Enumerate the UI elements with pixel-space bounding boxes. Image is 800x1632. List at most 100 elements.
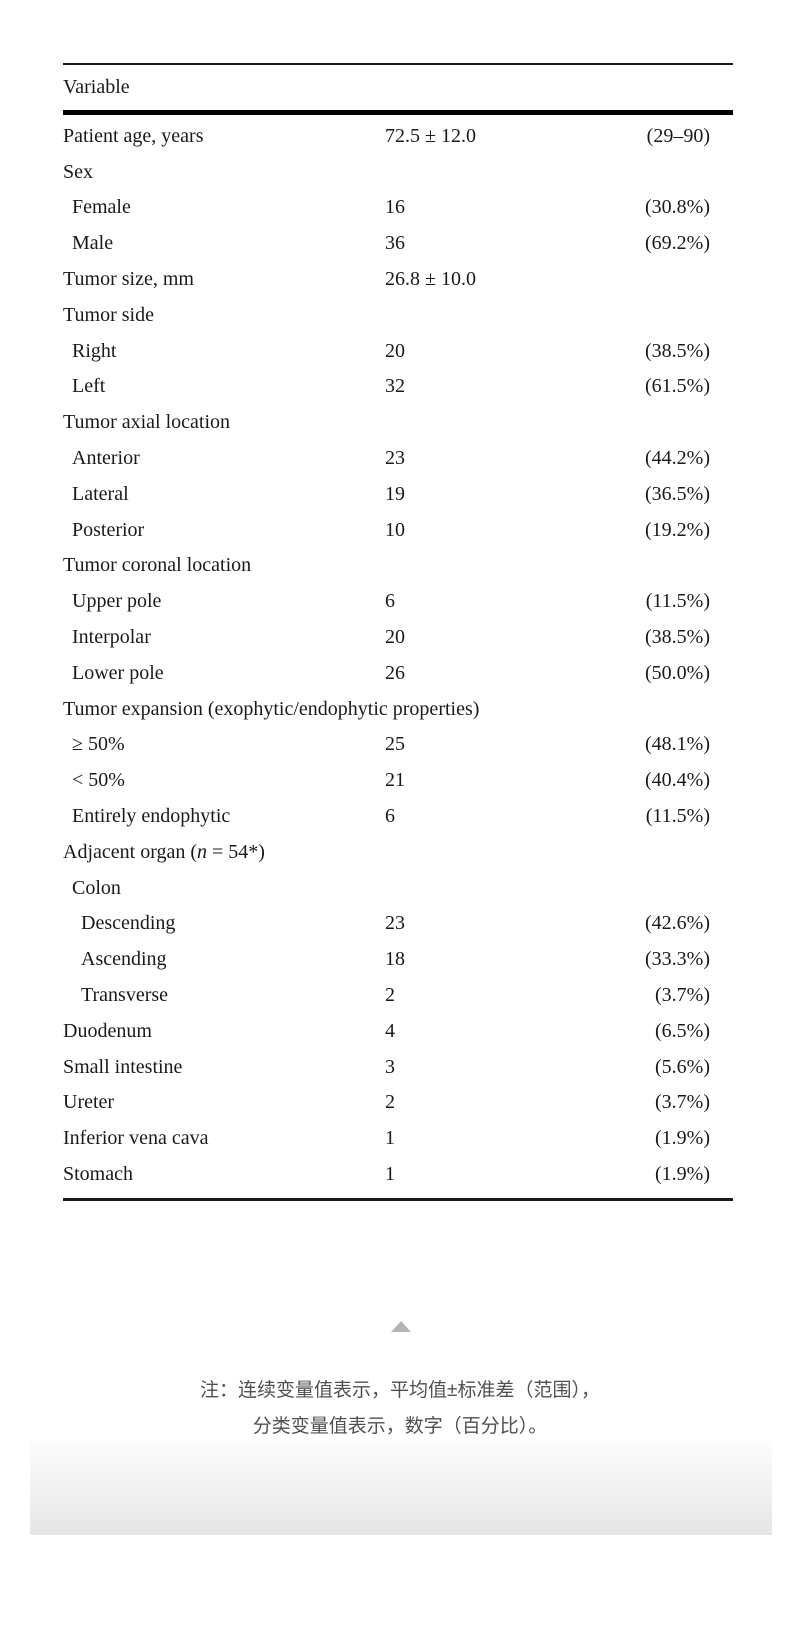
- table-row: Adjacent organ (n = 54*): [63, 834, 733, 870]
- table-row: Descending 23 (42.6%): [63, 906, 733, 942]
- row-label: Entirely endophytic: [72, 805, 231, 828]
- table-row: Female 16 (30.8%): [63, 190, 733, 226]
- row-value: 23: [385, 912, 405, 935]
- row-label: Female: [72, 196, 131, 219]
- row-value: 25: [385, 733, 405, 756]
- row-label: Interpolar: [72, 626, 151, 649]
- row-label: Tumor expansion (exophytic/endophytic pr…: [63, 697, 480, 720]
- row-percent: (19.2%): [645, 518, 710, 541]
- row-label: Stomach: [63, 1163, 133, 1185]
- row-percent: (69.2%): [645, 232, 710, 255]
- table-row: Interpolar 20 (38.5%): [63, 620, 733, 656]
- row-value: 36: [385, 232, 405, 255]
- row-label: Lower pole: [72, 661, 164, 684]
- row-value: 32: [385, 375, 405, 398]
- table-row: Sex: [63, 154, 733, 190]
- row-label: Patient age, years: [63, 124, 204, 147]
- table-row: Tumor side: [63, 297, 733, 333]
- row-value: 72.5 ± 12.0: [385, 124, 476, 147]
- table-row: Stomach 1 (1.9%): [63, 1157, 733, 1193]
- row-value: 21: [385, 769, 405, 792]
- row-percent: (11.5%): [645, 590, 710, 613]
- row-label: Lateral: [72, 482, 129, 505]
- row-label: Inferior vena cava: [63, 1127, 209, 1150]
- row-value: 1: [385, 1163, 395, 1185]
- row-label: Sex: [63, 160, 93, 183]
- row-percent: (11.5%): [645, 805, 710, 828]
- row-value: 2: [385, 984, 395, 1007]
- row-value: 10: [385, 518, 405, 541]
- row-label: Left: [72, 375, 106, 398]
- table-row: Entirely endophytic 6 (11.5%): [63, 799, 733, 835]
- row-label: Tumor axial location: [63, 411, 231, 434]
- row-percent: (6.5%): [655, 1019, 710, 1042]
- table-row: Lateral 19 (36.5%): [63, 476, 733, 512]
- row-percent: (5.6%): [655, 1055, 710, 1078]
- row-value: 26: [385, 661, 405, 684]
- row-value: 6: [385, 590, 395, 613]
- row-value: 2: [385, 1091, 395, 1114]
- table-row: Tumor expansion (exophytic/endophytic pr…: [63, 691, 733, 727]
- row-value: 26.8 ± 10.0: [385, 268, 476, 291]
- table-row: Ascending 18 (33.3%): [63, 942, 733, 978]
- row-label: Descending: [81, 912, 176, 935]
- row-percent: (33.3%): [645, 948, 710, 971]
- row-label: Tumor side: [63, 303, 154, 326]
- table-row: Transverse 2 (3.7%): [63, 978, 733, 1014]
- row-percent: (48.1%): [645, 733, 710, 756]
- table-row: Colon: [63, 870, 733, 906]
- row-percent: (1.9%): [655, 1127, 710, 1150]
- table-row: Upper pole 6 (11.5%): [63, 584, 733, 620]
- row-value: 4: [385, 1019, 395, 1042]
- row-label: Ureter: [63, 1091, 115, 1114]
- row-label: Tumor size, mm: [63, 268, 194, 291]
- table-rule-bottom: [63, 1198, 733, 1201]
- table-row: Anterior 23 (44.2%): [63, 441, 733, 477]
- row-percent: (3.7%): [655, 1091, 710, 1114]
- row-value: 1: [385, 1127, 395, 1150]
- row-value: 18: [385, 948, 405, 971]
- row-percent: (29–90): [646, 124, 710, 147]
- table-row: Inferior vena cava 1 (1.9%): [63, 1121, 733, 1157]
- row-label: Ascending: [81, 948, 167, 971]
- table-row: Duodenum 4 (6.5%): [63, 1013, 733, 1049]
- row-label: Anterior: [72, 447, 140, 470]
- row-percent: (44.2%): [645, 447, 710, 470]
- row-value: 16: [385, 196, 405, 219]
- row-percent: (30.8%): [645, 196, 710, 219]
- row-percent: (42.6%): [645, 912, 710, 935]
- row-percent: (50.0%): [645, 661, 710, 684]
- table-row: Tumor size, mm 26.8 ± 10.0: [63, 262, 733, 298]
- row-label: Right: [72, 339, 117, 362]
- table-row: Ureter 2 (3.7%): [63, 1085, 733, 1121]
- footer-gradient-panel: [30, 1441, 772, 1535]
- table-row: Patient age, years 72.5 ± 12.0 (29–90): [63, 119, 733, 155]
- row-percent: (38.5%): [645, 339, 710, 362]
- row-label: Upper pole: [72, 590, 162, 613]
- table-row: < 50% 21 (40.4%): [63, 763, 733, 799]
- table-row: Posterior 10 (19.2%): [63, 512, 733, 548]
- row-label: Posterior: [72, 518, 145, 541]
- row-label: ≥ 50%: [72, 733, 125, 756]
- table-row: Male 36 (69.2%): [63, 226, 733, 262]
- collapse-arrow-icon[interactable]: [391, 1321, 411, 1332]
- row-percent: (61.5%): [645, 375, 710, 398]
- table-header-variable: Variable: [63, 76, 130, 98]
- table-row: Tumor axial location: [63, 405, 733, 441]
- table-body: Patient age, years 72.5 ± 12.0 (29–90) Sex F…: [63, 119, 733, 1199]
- table-note-line1: 注：连续变量值表示，平均值±标准差（范围），: [200, 1380, 600, 1401]
- row-label: Male: [72, 232, 114, 255]
- row-value: 19: [385, 482, 405, 505]
- row-value: 23: [385, 447, 405, 470]
- row-label: Adjacent organ (n = 54*): [63, 840, 265, 863]
- row-label: Small intestine: [63, 1055, 183, 1078]
- patient-characteristics-table: Variable Patient age, years 72.5 ± 12.0 (2…: [63, 63, 733, 1201]
- row-label: Transverse: [81, 984, 169, 1007]
- table-row: Lower pole 26 (50.0%): [63, 655, 733, 691]
- row-label: Colon: [72, 876, 121, 899]
- table-row: Right 20 (38.5%): [63, 333, 733, 369]
- row-label: Duodenum: [63, 1019, 152, 1042]
- row-percent: (38.5%): [645, 626, 710, 649]
- table-row: ≥ 50% 25 (48.1%): [63, 727, 733, 763]
